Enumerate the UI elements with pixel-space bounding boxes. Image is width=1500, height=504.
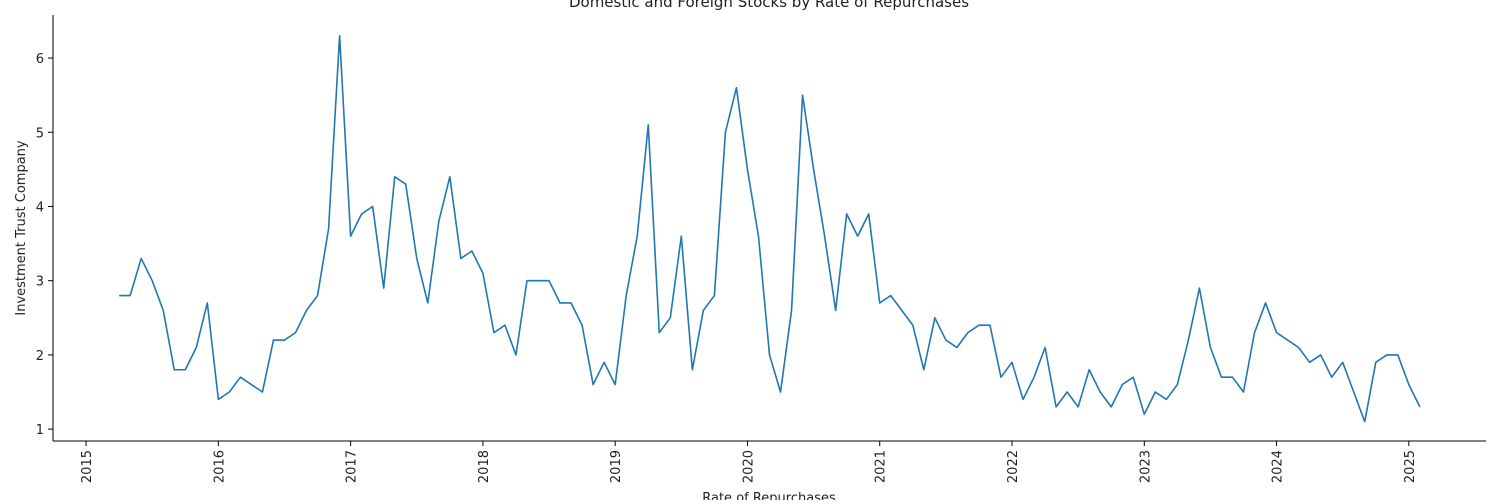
x-tick-label: 2020 bbox=[741, 450, 756, 483]
x-axis-label: Rate of Repurchases bbox=[702, 491, 836, 500]
x-tick-label: 2021 bbox=[874, 450, 889, 483]
x-tick-label: 2016 bbox=[212, 450, 227, 483]
y-tick-label: 2 bbox=[36, 349, 44, 364]
series-line bbox=[119, 34, 1421, 423]
x-tick-label: 2025 bbox=[1403, 450, 1418, 483]
x-tick-label: 2017 bbox=[345, 450, 360, 483]
chart-title: Domestic and Foreign Stocks by Rate of R… bbox=[569, 0, 969, 11]
ticks: 1 2 3 4 5 6 2015 2016 2017 2018 2019 2020 2021 2022 20… bbox=[36, 52, 1418, 483]
x-tick-label: 2023 bbox=[1138, 450, 1153, 483]
x-tick-label: 2024 bbox=[1271, 450, 1286, 483]
x-tick-label: 2015 bbox=[80, 450, 95, 483]
series-group bbox=[119, 34, 1421, 423]
x-tick-label: 2019 bbox=[609, 450, 624, 483]
y-tick-label: 3 bbox=[36, 275, 44, 290]
y-tick-label: 5 bbox=[36, 126, 44, 141]
x-tick-label: 2022 bbox=[1006, 450, 1021, 483]
y-tick-label: 4 bbox=[36, 200, 44, 215]
axes bbox=[52, 15, 1486, 442]
y-axis-label: Investment Trust Company bbox=[14, 140, 29, 316]
y-tick-label: 6 bbox=[36, 52, 44, 67]
x-tick-label: 2018 bbox=[477, 450, 492, 483]
y-tick-label: 1 bbox=[36, 423, 44, 438]
